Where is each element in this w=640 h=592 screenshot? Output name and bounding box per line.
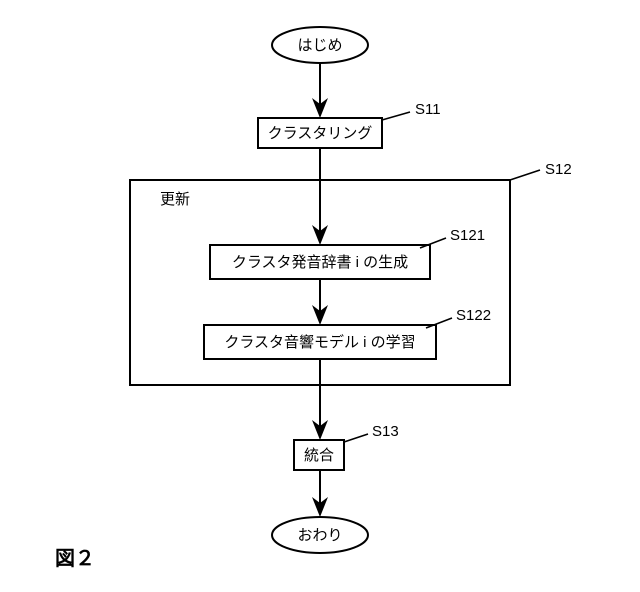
figure-label: 図２ bbox=[55, 548, 95, 570]
step-label-s13: S13 bbox=[372, 423, 399, 440]
leader-s122 bbox=[426, 318, 452, 328]
leader-s11 bbox=[382, 112, 410, 120]
step-label-s12: S12 bbox=[545, 161, 572, 178]
start-terminal-text: はじめ bbox=[297, 37, 342, 54]
update-container-title: 更新 bbox=[160, 191, 190, 208]
step-label-s121: S121 bbox=[450, 227, 485, 244]
node-s13-text: 統合 bbox=[304, 447, 334, 464]
node-s11-text: クラスタリング bbox=[268, 125, 373, 142]
node-s122-text: クラスタ音響モデル i の学習 bbox=[224, 333, 415, 351]
step-label-s11: S11 bbox=[415, 101, 441, 118]
node-s121-text: クラスタ発音辞書 i の生成 bbox=[232, 254, 408, 271]
end-terminal-text: おわり bbox=[297, 527, 342, 544]
leader-s13 bbox=[344, 434, 368, 442]
step-label-s122: S122 bbox=[456, 307, 491, 324]
leader-s12 bbox=[510, 170, 540, 180]
leader-s121 bbox=[420, 238, 446, 248]
